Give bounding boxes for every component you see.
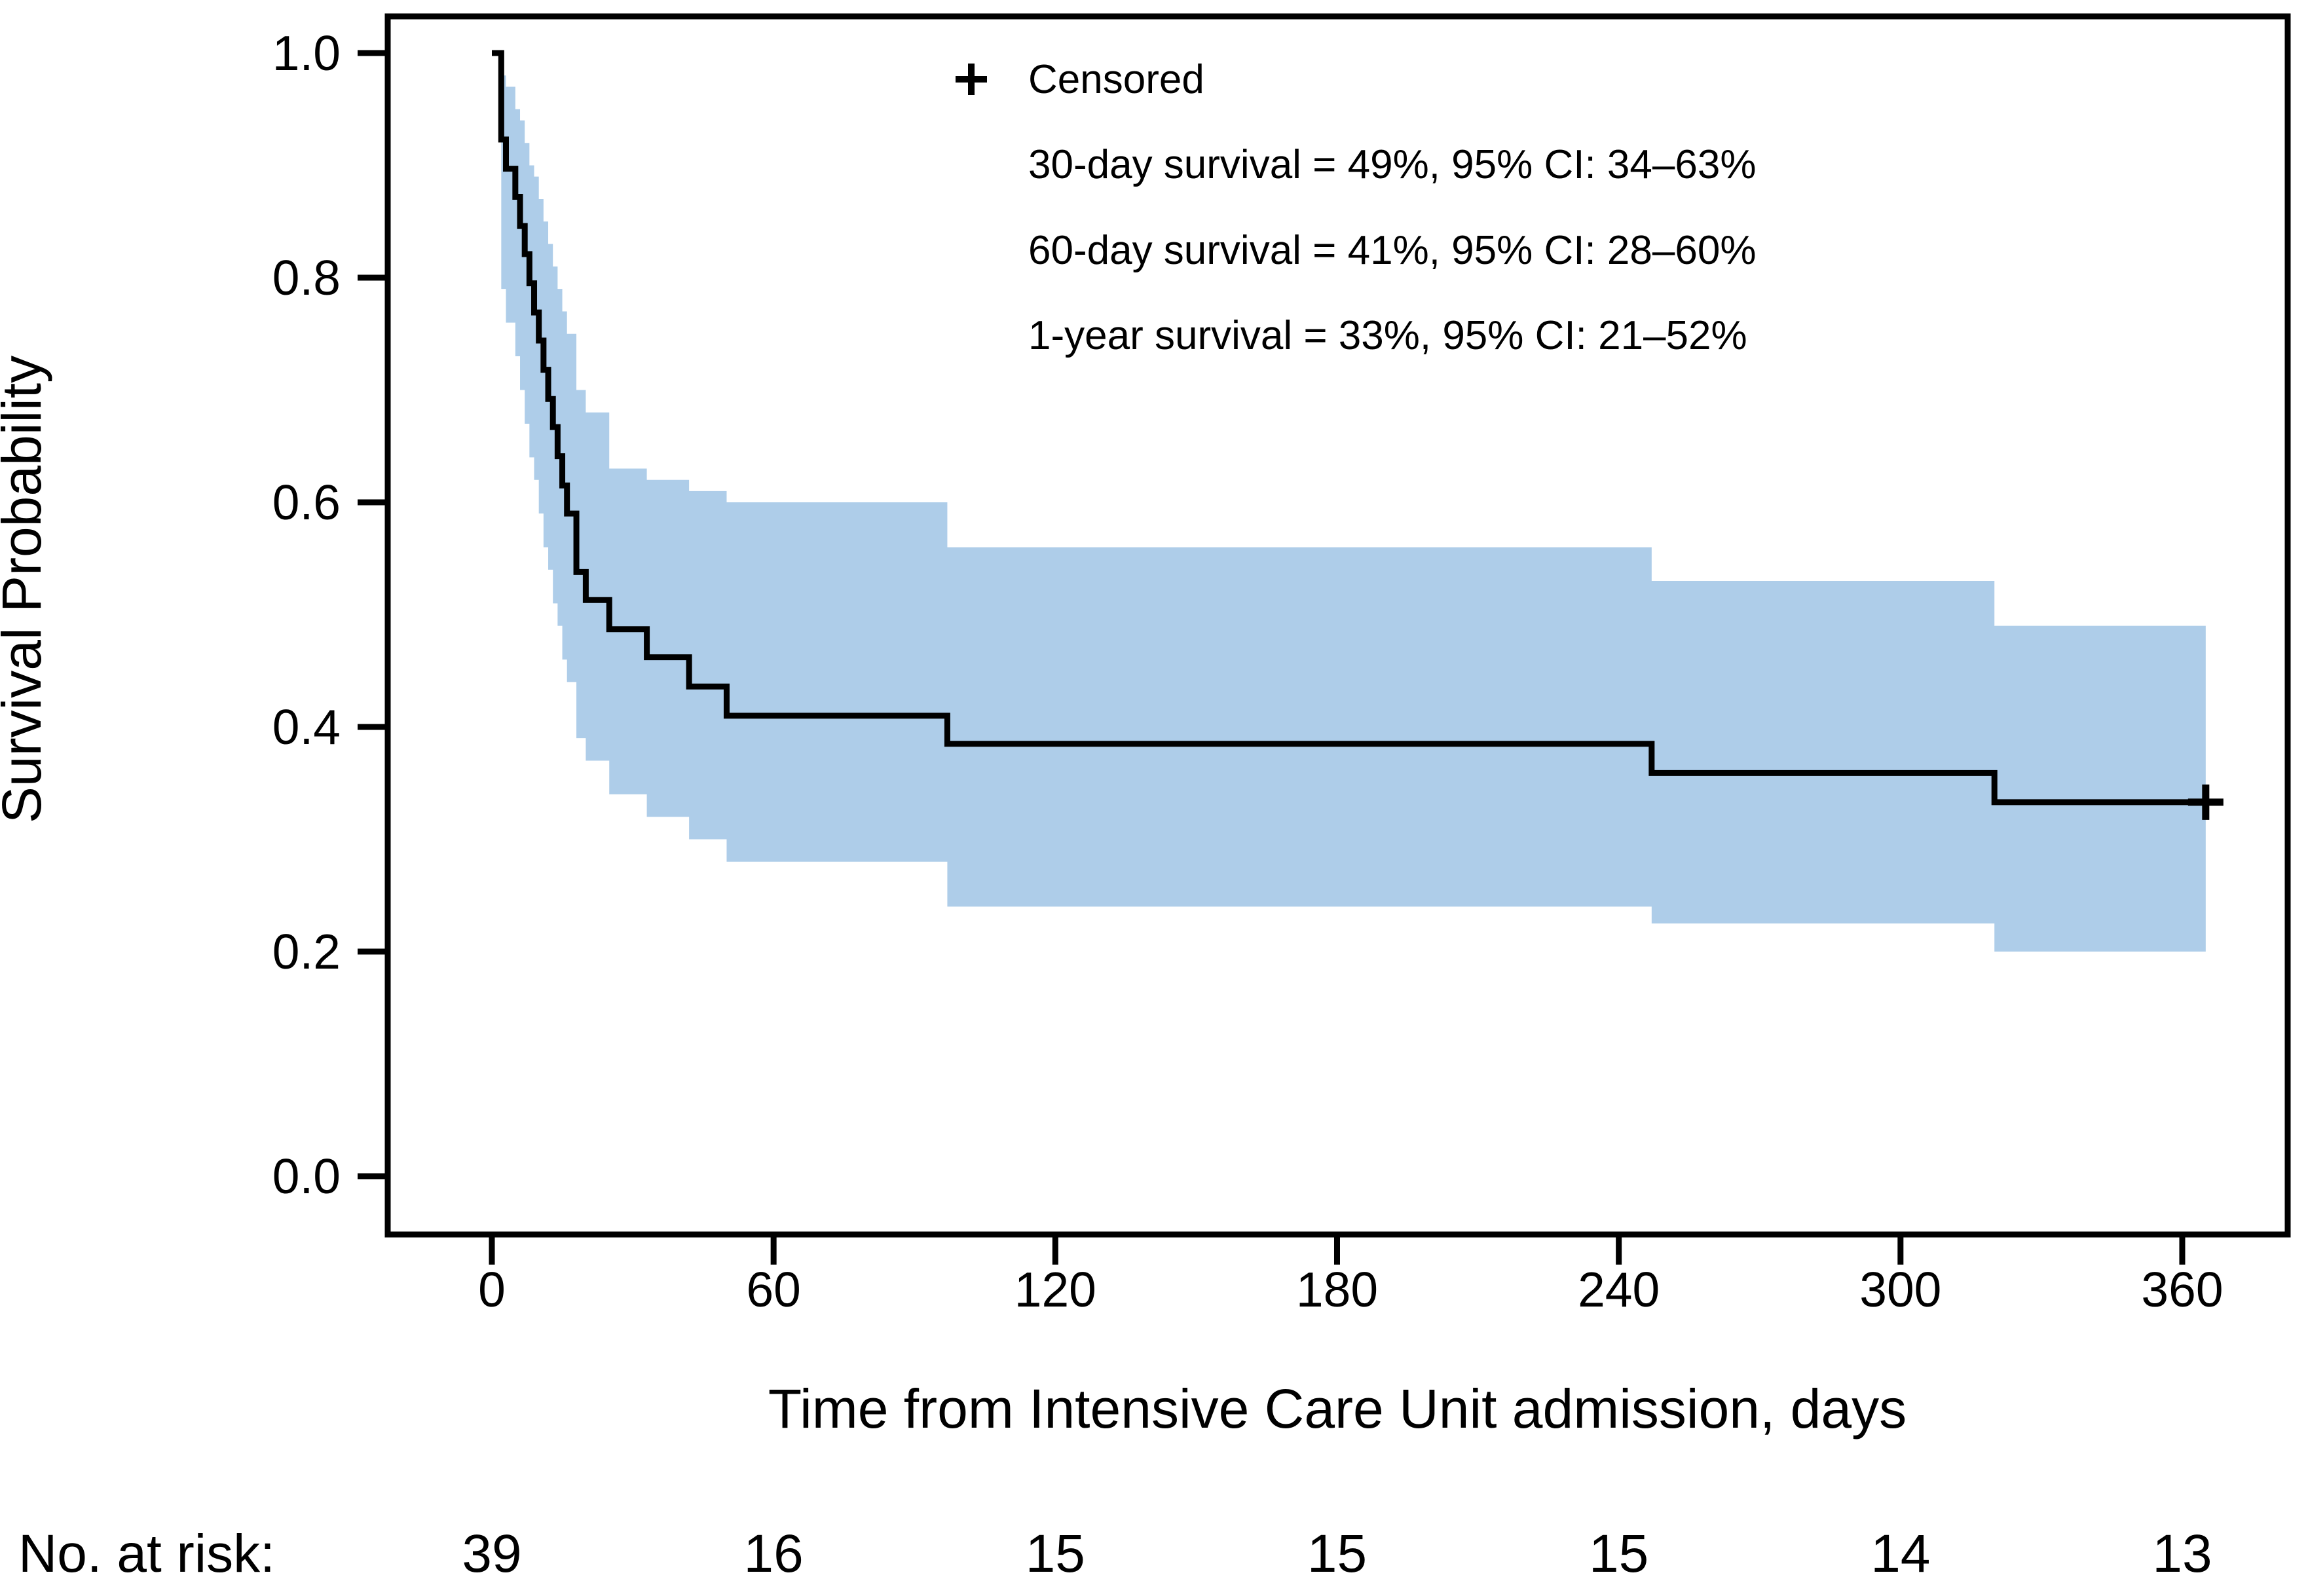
survival-step-line (492, 50, 2206, 806)
at-risk-count: 15 (1026, 1524, 1085, 1584)
y-tick-label: 0.4 (272, 699, 341, 754)
y-tick-label: 0.2 (272, 924, 341, 979)
at-risk-count: 16 (744, 1524, 804, 1584)
y-tick-label: 0.6 (272, 475, 341, 530)
legend-60day-annotation: 60-day survival = 41%, 95% CI: 28–60% (1028, 228, 1756, 273)
at-risk-count: 15 (1307, 1524, 1367, 1584)
confidence-band (501, 75, 2206, 952)
y-axis: 1.0 0.8 0.6 0.4 0.2 0.0 (272, 26, 388, 1204)
legend-censored-label: Censored (1028, 57, 1204, 102)
at-risk-label: No. at risk: (18, 1524, 275, 1584)
x-tick-label: 240 (1578, 1262, 1660, 1317)
x-tick-label: 120 (1014, 1262, 1096, 1317)
x-axis-title: Time from Intensive Care Unit admission,… (768, 1378, 1907, 1439)
censored-plus-icon (956, 64, 987, 95)
at-risk-row: No. at risk: 39 16 15 15 15 14 13 (18, 1524, 2212, 1584)
at-risk-count: 13 (2152, 1524, 2212, 1584)
censor-marks (2187, 784, 2224, 820)
legend: Censored 30-day survival = 49%, 95% CI: … (956, 57, 1756, 358)
confidence-band-area (501, 75, 2206, 952)
at-risk-count: 39 (462, 1524, 521, 1584)
x-tick-label: 300 (1859, 1262, 1941, 1317)
survival-curve (492, 50, 2206, 806)
at-risk-count: 15 (1589, 1524, 1648, 1584)
x-tick-label: 360 (2141, 1262, 2223, 1317)
y-tick-label: 1.0 (272, 26, 341, 81)
legend-1year-annotation: 1-year survival = 33%, 95% CI: 21–52% (1028, 313, 1747, 358)
at-risk-count: 14 (1871, 1524, 1930, 1584)
legend-30day-annotation: 30-day survival = 49%, 95% CI: 34–63% (1028, 142, 1756, 187)
x-tick-label: 180 (1296, 1262, 1378, 1317)
x-axis: 0 60 120 180 240 300 360 (478, 1234, 2224, 1317)
y-axis-title: Survival Probability (0, 356, 52, 823)
y-tick-label: 0.0 (272, 1149, 341, 1204)
at-risk-numbers: 39 16 15 15 15 14 13 (462, 1524, 2212, 1584)
y-tick-label: 0.8 (272, 250, 341, 305)
x-tick-label: 60 (746, 1262, 800, 1317)
x-tick-label: 0 (478, 1262, 506, 1317)
